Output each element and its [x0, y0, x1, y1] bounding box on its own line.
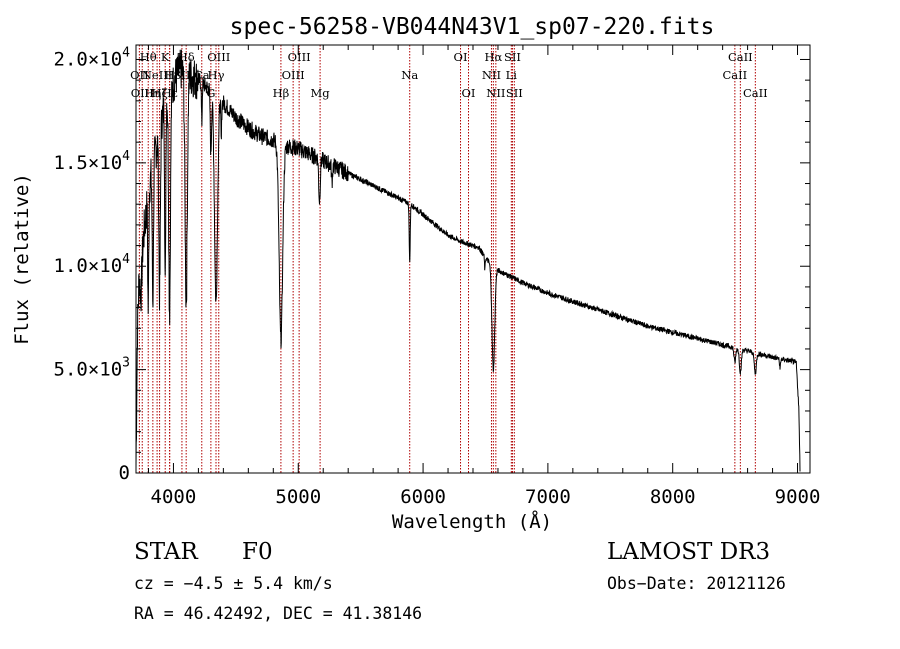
x-tick-label: 6000 — [400, 486, 446, 508]
y-tick-label: 0 — [119, 462, 130, 484]
redshift-velocity: cz = −4.5 ± 5.4 km/s — [134, 574, 333, 593]
survey-name: LAMOST DR3 — [607, 539, 771, 565]
line-marker-label: Hε — [162, 86, 178, 100]
line-marker-label: OIII — [288, 50, 311, 64]
line-marker-label: Hγ — [208, 68, 225, 82]
line-marker-label: OII — [130, 68, 149, 82]
x-tick-label: 8000 — [650, 486, 696, 508]
line-marker-label: H — [165, 68, 175, 82]
x-axis-label: Wavelength (Å) — [392, 510, 552, 533]
spectrum-line — [135, 49, 801, 472]
line-marker-label: NeIII — [142, 68, 173, 82]
x-axis-ticks: 4000 5000 6000 7000 8000 9000 — [147, 45, 821, 508]
line-marker-label: NII — [482, 68, 501, 82]
sky-coordinates: RA = 46.42492, DEC = 41.38146 — [134, 604, 423, 623]
line-marker-label: Hη — [144, 86, 161, 100]
x-tick-label: 4000 — [151, 486, 197, 508]
y-axis-ticks: 0 5.0×103 1.0×104 1.5×104 2.0×104 — [54, 45, 810, 484]
line-marker-label: OI — [454, 50, 468, 64]
line-marker-label: OIII — [207, 50, 230, 64]
line-marker-labels: OIIOIIIHθHηNeIIIHζKHHεSIIHδCaGHγOIIIHβOI… — [130, 50, 768, 100]
line-marker-label: OIII — [282, 68, 305, 82]
line-marker-label: SII — [504, 50, 521, 64]
y-axis-label: Flux (relative) — [11, 173, 33, 345]
line-marker-label: SII — [506, 86, 523, 100]
line-marker-label: CaII — [743, 86, 768, 100]
y-tick-label: 1.0×104 — [54, 252, 131, 277]
line-marker-label: Mg — [311, 86, 331, 100]
object-subclass: F0 — [242, 539, 273, 565]
line-marker-label: Hβ — [273, 86, 290, 100]
plot-frame — [135, 44, 811, 474]
chart-title: spec-56258-VB044N43V1_sp07-220.fits — [230, 14, 715, 40]
x-tick-label: 5000 — [275, 486, 321, 508]
line-marker-label: CaII — [722, 68, 747, 82]
line-marker-label: Hθ — [140, 50, 157, 64]
line-marker-label: NII — [486, 86, 505, 100]
x-tick-label: 9000 — [775, 486, 821, 508]
line-marker-label: Na — [401, 68, 418, 82]
x-tick-label: 7000 — [525, 486, 571, 508]
line-marker-label: Hα — [484, 50, 502, 64]
y-tick-label: 2.0×104 — [54, 45, 131, 70]
line-marker-label: Li — [506, 68, 518, 82]
observation-date: Obs−Date: 20121126 — [607, 574, 786, 593]
y-tick-label: 1.5×104 — [54, 149, 131, 174]
line-marker-label: K — [161, 50, 170, 64]
line-marker-label: CaII — [728, 50, 753, 64]
line-marker-label: G — [206, 86, 215, 100]
object-class: STAR — [134, 539, 198, 565]
y-tick-label: 5.0×103 — [54, 356, 130, 381]
line-marker-label: OI — [462, 86, 476, 100]
